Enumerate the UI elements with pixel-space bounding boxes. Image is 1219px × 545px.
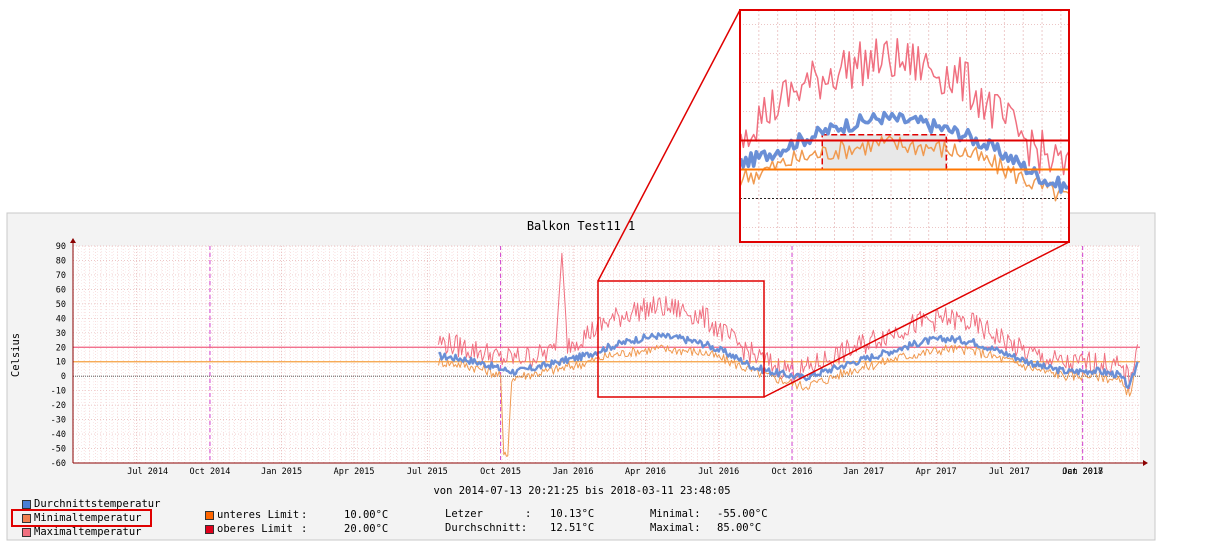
y-axis-label: Celsius (10, 333, 22, 377)
x-tick-label: Oct 2016 (772, 467, 813, 477)
plot-area (73, 246, 1140, 463)
x-tick-label: Oct 2015 (480, 467, 521, 477)
x-tick-label: Jan 2016 (553, 467, 594, 477)
y-tick-label: 60 (56, 285, 66, 295)
y-tick-label: 90 (56, 242, 66, 252)
stat-min-label: Minimal: (650, 508, 701, 520)
y-tick-label: 30 (56, 329, 66, 339)
stat-last-label: Letzer (445, 508, 483, 520)
legend-swatch-min (22, 513, 31, 523)
legend-item-upper-limit: oberes Limit : 20.00°C (205, 522, 388, 536)
legend-item-avg: Durchnittstemperatur (22, 497, 160, 511)
y-tick-label: -60 (51, 459, 66, 469)
zoom-source-box (597, 280, 765, 398)
x-tick-label: Oct 2017 (1062, 467, 1103, 477)
y-axis-arrow (70, 238, 76, 243)
x-tick-label: Apr 2016 (625, 467, 666, 477)
x-axis-arrow (1143, 460, 1148, 466)
stat-max-label: Maximal: (650, 522, 701, 534)
zoom-inset (738, 9, 1070, 243)
x-tick-label: Jul 2014 (127, 467, 168, 477)
stat-avg-value: 12.51°C (550, 522, 595, 534)
x-tick-label: Jan 2015 (261, 467, 302, 477)
tick-labels: 90 80 70 60 50 40 30 20 10 0 -10 -20 -30 -40 -50 -60 Jul… (51, 242, 1104, 477)
series-line-max (438, 252, 1139, 390)
x-tick-label: Apr 2015 (334, 467, 375, 477)
y-tick-label: 70 (56, 271, 66, 281)
legend-item-min: Minimaltemperatur (11, 509, 152, 527)
stat-last-value: 10.13°C (550, 508, 595, 520)
axes (70, 238, 1148, 466)
stat-avg-label: Durchschnitt: (445, 522, 528, 534)
limit-legend: unteres Limit : 10.00°C oberes Limit : 2… (205, 508, 388, 536)
legend-item-lower-limit: unteres Limit : 10.00°C (205, 508, 388, 522)
lower-limit-value: 10.00°C (344, 509, 389, 521)
legend-label-avg: Durchnittstemperatur (34, 498, 161, 510)
y-tick-label: 40 (56, 314, 66, 324)
y-tick-label: -10 (51, 387, 66, 397)
x-tick-label: Jan 2017 (843, 467, 884, 477)
zoom-connector-top (597, 9, 741, 282)
upper-limit-label: oberes Limit (217, 523, 293, 535)
series-line-min (438, 344, 1139, 457)
stats-row-2: Durchschnitt: 12.51°C Maximal: 85.00°C (445, 521, 768, 535)
y-tick-label: 50 (56, 300, 66, 310)
chart-title: Balkon Test11 1 (527, 219, 635, 233)
x-tick-label: Jul 2015 (407, 467, 448, 477)
y-tick-label: 0 (61, 372, 66, 382)
zoom-inset-border (739, 9, 1070, 243)
y-tick-label: -30 (51, 416, 66, 426)
stat-last-sep: : (525, 508, 532, 520)
x-tick-label: Jul 2016 (698, 467, 739, 477)
stat-max-value: 85.00°C (717, 522, 762, 534)
zoom-inset-series (738, 37, 1070, 202)
legend-swatch-lower-limit (205, 510, 214, 520)
zoom-connector-bottom (763, 241, 1070, 398)
upper-limit-sep: : (301, 523, 308, 535)
series-group (438, 252, 1139, 457)
legend-label-min: Minimaltemperatur (34, 512, 142, 524)
upper-limit-value: 20.00°C (344, 523, 389, 535)
legend-swatch-avg (22, 499, 31, 509)
series-line-min-zoom (739, 135, 1070, 202)
y-tick-label: 10 (56, 358, 66, 368)
y-tick-label: 20 (56, 343, 66, 353)
series-line-max-zoom (740, 37, 1070, 176)
x-tick-label: Jan 2018 (1062, 467, 1103, 477)
y-tick-label: -40 (51, 430, 66, 440)
x-axis-label: von 2014-07-13 20:21:25 bis 2018-03-11 2… (433, 485, 730, 497)
stats-row-1: Letzer : 10.13°C Minimal: -55.00°C (445, 507, 768, 521)
lower-limit-sep: : (301, 509, 308, 521)
x-tick-label: Apr 2017 (916, 467, 957, 477)
legend-item-max: Maximaltemperatur (22, 525, 160, 539)
series-line-avg (438, 332, 1139, 389)
x-tick-label: Oct 2014 (189, 467, 230, 477)
legend-swatch-upper-limit (205, 524, 214, 534)
legend-swatch-max (22, 527, 31, 537)
x-tick-label: Jul 2017 (989, 467, 1030, 477)
stats-block: Letzer : 10.13°C Minimal: -55.00°C Durch… (445, 507, 768, 535)
legend-label-max: Maximaltemperatur (34, 526, 142, 538)
series-line-avg-zoom (738, 110, 1070, 194)
stat-min-value: -55.00°C (717, 508, 768, 520)
zoom-inset-bg (740, 10, 1069, 242)
y-tick-label: -20 (51, 401, 66, 411)
series-legend: Durchnittstemperatur Minimaltemperatur M… (11, 497, 160, 539)
lower-limit-label: unteres Limit (217, 509, 300, 521)
y-tick-label: 80 (56, 256, 66, 266)
y-tick-label: -50 (51, 445, 66, 455)
